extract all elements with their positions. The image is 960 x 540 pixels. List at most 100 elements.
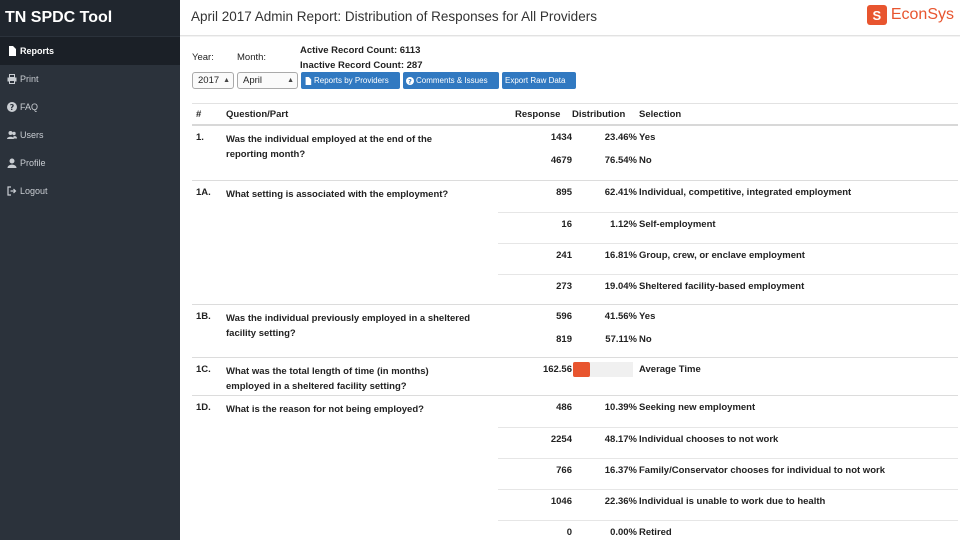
- sidebar-item-reports[interactable]: Reports: [0, 37, 180, 65]
- table-row: 819 57.11% No: [498, 328, 958, 351]
- table-row: 1046 22.36% Individual is unable to work…: [498, 489, 958, 520]
- reports-by-providers-button[interactable]: Reports by Providers: [301, 72, 400, 89]
- print-icon: [7, 74, 17, 84]
- selection-text: Self-employment: [639, 219, 716, 230]
- file-icon: [305, 76, 312, 85]
- response-count: 273: [556, 281, 572, 292]
- svg-text:?: ?: [408, 77, 412, 85]
- header-num: #: [196, 109, 202, 120]
- header-question: Question/Part: [226, 109, 289, 120]
- table-header: # Question/Part Response Distribution Se…: [192, 104, 958, 126]
- table-row: 486 10.39% Seeking new employment: [498, 396, 958, 427]
- question-group-1a: 1A. What setting is associated with the …: [192, 181, 958, 305]
- svg-text:?: ?: [10, 103, 15, 112]
- distribution-percent: 16.37%: [604, 465, 637, 476]
- report-table: # Question/Part Response Distribution Se…: [192, 103, 958, 540]
- header-selection: Selection: [639, 109, 682, 120]
- average-time-bar: [573, 362, 633, 377]
- sidebar-item-label: Profile: [20, 158, 46, 168]
- response-count: 895: [556, 187, 572, 198]
- selection-text: Group, crew, or enclave employment: [639, 250, 805, 261]
- select-arrows-icon: ▲: [287, 77, 294, 84]
- sidebar-item-label: Users: [20, 130, 44, 140]
- distribution-percent: 57.11%: [605, 334, 637, 345]
- question-number: 1D.: [196, 402, 211, 413]
- active-record-count: Active Record Count: 6113: [300, 45, 421, 56]
- export-raw-data-button[interactable]: Export Raw Data: [502, 72, 576, 89]
- response-count: 2254: [550, 434, 572, 445]
- sidebar-item-logout[interactable]: Logout: [0, 177, 180, 205]
- question-text: What is the reason for not being employe…: [226, 404, 424, 415]
- selection-text: Family/Conservator chooses for individua…: [639, 465, 885, 476]
- table-row: 273 19.04% Sheltered facility-based empl…: [498, 274, 958, 305]
- selection-text: Yes: [639, 132, 656, 143]
- app-brand: TN SPDC Tool: [0, 0, 180, 36]
- response-count: 162.56: [542, 364, 572, 375]
- table-row: 162.56 Average Time: [498, 358, 958, 388]
- question-number: 1.: [196, 132, 204, 143]
- table-row: 241 16.81% Group, crew, or enclave emplo…: [498, 243, 958, 274]
- response-count: 241: [556, 250, 572, 261]
- logo-mark-icon: S: [866, 5, 887, 25]
- selection-text: No: [639, 155, 652, 166]
- table-row: 596 41.56% Yes: [498, 305, 958, 328]
- response-count: 819: [556, 334, 572, 345]
- distribution-percent: 1.12%: [610, 219, 637, 230]
- response-count: 4679: [550, 155, 572, 166]
- question-circle-icon: ?: [7, 102, 17, 112]
- month-label: Month:: [237, 52, 267, 63]
- distribution-percent: 16.81%: [604, 250, 637, 261]
- table-row: 1434 23.46% Yes: [498, 126, 958, 149]
- sidebar-item-users[interactable]: Users: [0, 121, 180, 149]
- question-group-1b: 1B. Was the individual previously employ…: [192, 305, 958, 358]
- econsys-logo: S EconSys: [866, 5, 954, 25]
- sidebar-item-label: FAQ: [20, 102, 39, 112]
- comments-issues-button[interactable]: ? Comments & Issues: [403, 72, 499, 89]
- table-row: 2254 48.17% Individual chooses to not wo…: [498, 427, 958, 458]
- response-count: 486: [556, 402, 572, 413]
- response-count: 596: [556, 311, 572, 322]
- table-row: 4679 76.54% No: [498, 149, 958, 172]
- distribution-percent: 41.56%: [604, 311, 637, 322]
- selection-text: No: [639, 334, 652, 345]
- table-row: 895 62.41% Individual, competitive, inte…: [498, 181, 958, 212]
- selection-text: Individual chooses to not work: [639, 434, 779, 445]
- sidebar-item-print[interactable]: Print: [0, 65, 180, 93]
- distribution-percent: 76.54%: [604, 155, 637, 166]
- question-number: 1C.: [196, 364, 211, 375]
- record-counts: Active Record Count: 6113 Inactive Recor…: [300, 43, 422, 73]
- sidebar-item-profile[interactable]: Profile: [0, 149, 180, 177]
- sidebar-item-label: Logout: [20, 186, 48, 196]
- question-group-1d: 1D. What is the reason for not being emp…: [192, 396, 958, 540]
- question-group-1c: 1C. What was the total length of time (i…: [192, 358, 958, 396]
- response-count: 0: [566, 527, 572, 538]
- selection-text: Sheltered facility-based employment: [639, 281, 805, 292]
- year-label: Year:: [192, 52, 214, 63]
- question-group-1: 1. Was the individual employed at the en…: [192, 126, 958, 181]
- table-row: 16 1.12% Self-employment: [498, 212, 958, 243]
- button-label: Export Raw Data: [505, 76, 566, 85]
- file-icon: [9, 46, 16, 56]
- table-row: 766 16.37% Family/Conservator chooses fo…: [498, 458, 958, 489]
- selection-text: Yes: [639, 311, 656, 322]
- header-distribution: Distribution: [572, 109, 626, 120]
- question-number: 1A.: [196, 187, 211, 198]
- month-select[interactable]: April ▲: [237, 72, 298, 89]
- button-label: Reports by Providers: [314, 76, 389, 85]
- distribution-percent: 10.39%: [604, 402, 637, 413]
- response-count: 766: [556, 465, 572, 476]
- sidebar-item-faq[interactable]: ? FAQ: [0, 93, 180, 121]
- inactive-record-count: Inactive Record Count: 287: [300, 60, 423, 71]
- distribution-percent: 48.17%: [604, 434, 637, 445]
- selection-text: Individual, competitive, integrated empl…: [639, 187, 852, 198]
- question-circle-icon: ?: [406, 76, 414, 85]
- question-text: Was the individual employed at the end o…: [226, 134, 433, 160]
- average-time-bar-fill: [573, 362, 590, 377]
- logo-text: EconSys: [890, 6, 954, 23]
- users-icon: [7, 131, 17, 139]
- question-text: What was the total length of time (in mo…: [226, 366, 429, 392]
- question-text: What setting is associated with the empl…: [226, 189, 449, 200]
- sidebar: TN SPDC Tool Reports Print ? FAQ Users P…: [0, 0, 180, 540]
- year-select[interactable]: 2017 ▲: [192, 72, 234, 89]
- response-count: 16: [561, 219, 572, 230]
